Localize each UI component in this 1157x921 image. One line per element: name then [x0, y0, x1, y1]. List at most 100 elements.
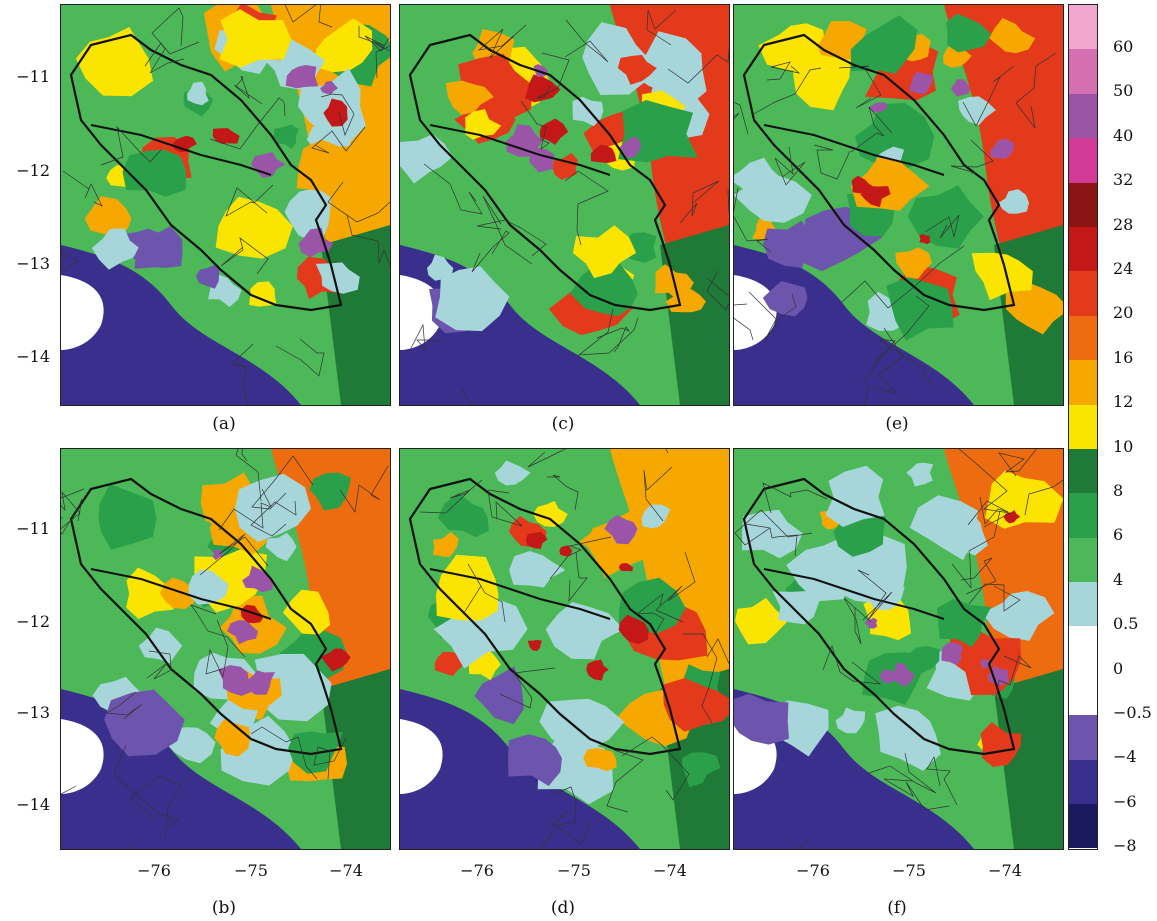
field-blob	[943, 513, 988, 556]
field-zero-region	[734, 275, 777, 350]
field-blob	[971, 252, 1033, 301]
field-blob	[138, 627, 183, 664]
field-blob	[249, 281, 277, 307]
colorbar-label: 0	[1113, 658, 1124, 678]
field-blob	[160, 577, 198, 610]
colorbar-cell	[1069, 271, 1097, 316]
panel-label-b: (b)	[211, 898, 237, 918]
field-zero-region	[400, 719, 443, 794]
field-hotspot	[851, 175, 873, 194]
field-blob	[432, 531, 459, 558]
panel-label-c: (c)	[551, 414, 575, 434]
field-blob	[572, 225, 637, 279]
admin-boundary	[499, 667, 556, 709]
field-blob	[875, 705, 941, 771]
field-hotspot	[506, 124, 543, 157]
field-blob	[958, 96, 996, 126]
field-blob	[187, 81, 209, 106]
admin-boundary	[482, 195, 533, 265]
admin-boundary	[926, 756, 958, 806]
basin-divide	[763, 124, 945, 176]
panel-label-e: (e)	[885, 414, 909, 434]
field-blob	[427, 254, 454, 281]
field-hotspot	[559, 545, 573, 557]
admin-boundary	[871, 338, 932, 387]
colorbar-cell	[1069, 715, 1097, 760]
field-blob	[215, 196, 293, 259]
panel-label-a: (a)	[212, 414, 236, 434]
field-blob	[984, 470, 1063, 529]
admin-boundary	[100, 125, 162, 166]
admin-boundary	[130, 775, 182, 839]
admin-boundary	[706, 638, 729, 665]
lat-tick-top-3: −13	[16, 254, 50, 273]
colorbar-cell	[1069, 626, 1097, 671]
admin-boundary	[327, 181, 390, 223]
admin-boundary	[577, 308, 639, 356]
colorbar-label: 4	[1113, 569, 1124, 589]
admin-boundary	[235, 449, 262, 502]
admin-boundary	[476, 219, 547, 257]
colorbar-label: 50	[1113, 81, 1134, 101]
lon-tick-f-2: −75	[892, 861, 926, 880]
admin-boundary	[745, 523, 798, 557]
admin-boundary	[218, 488, 272, 531]
field-blob	[850, 15, 918, 74]
lon-tick-f-1: −76	[796, 861, 830, 880]
field-zero-region	[61, 719, 104, 794]
admin-boundary	[220, 237, 269, 275]
admin-boundary	[850, 106, 893, 153]
colorbar-label: 32	[1113, 170, 1134, 190]
admin-boundary	[667, 45, 729, 84]
field-hotspot	[539, 118, 569, 145]
field-blob	[617, 54, 657, 85]
admin-boundary	[706, 270, 729, 311]
admin-boundary	[655, 551, 696, 623]
admin-boundary	[813, 144, 851, 180]
field-blob	[98, 484, 157, 550]
admin-boundary	[762, 482, 828, 514]
admin-boundary	[596, 326, 631, 353]
field-blob	[313, 18, 373, 73]
field-blob	[998, 189, 1029, 214]
basin-outline	[69, 33, 343, 312]
field-blob	[214, 719, 251, 757]
field-blob	[663, 678, 729, 732]
admin-boundary	[864, 327, 904, 405]
admin-boundary	[766, 61, 801, 81]
lat-tick-bottom-2: −12	[16, 612, 50, 631]
admin-boundary	[113, 744, 179, 828]
admin-boundary	[924, 214, 960, 239]
colorbar-cell	[1069, 448, 1097, 494]
field-blob	[282, 589, 331, 635]
admin-boundary	[838, 65, 882, 109]
admin-boundary	[962, 65, 1015, 127]
admin-boundary	[727, 189, 729, 214]
admin-boundary	[146, 650, 172, 680]
field-blob	[104, 689, 185, 757]
admin-boundary	[774, 146, 806, 186]
field-hotspot	[941, 642, 964, 666]
map-panel-a	[60, 4, 391, 406]
admin-boundary	[547, 474, 579, 511]
field-green-band	[660, 225, 729, 405]
admin-boundary	[857, 569, 893, 621]
field-blob	[734, 597, 789, 645]
admin-boundary	[233, 75, 263, 105]
admin-boundary	[950, 139, 994, 174]
map-field-d	[400, 449, 729, 849]
field-blob	[886, 277, 954, 341]
lat-tick-bottom-1: −11	[16, 519, 50, 538]
field-blob	[91, 228, 140, 270]
field-blob	[539, 698, 625, 750]
field-blob	[436, 554, 499, 621]
admin-boundary	[841, 245, 965, 309]
field-blob	[626, 31, 707, 108]
admin-boundary	[61, 488, 85, 529]
colorbar-label: −8	[1113, 836, 1137, 856]
field-hotspot	[604, 515, 638, 545]
field-blob	[641, 504, 671, 529]
admin-boundary	[995, 655, 1032, 702]
field-hotspot	[990, 138, 1014, 159]
field-blob	[84, 196, 132, 236]
